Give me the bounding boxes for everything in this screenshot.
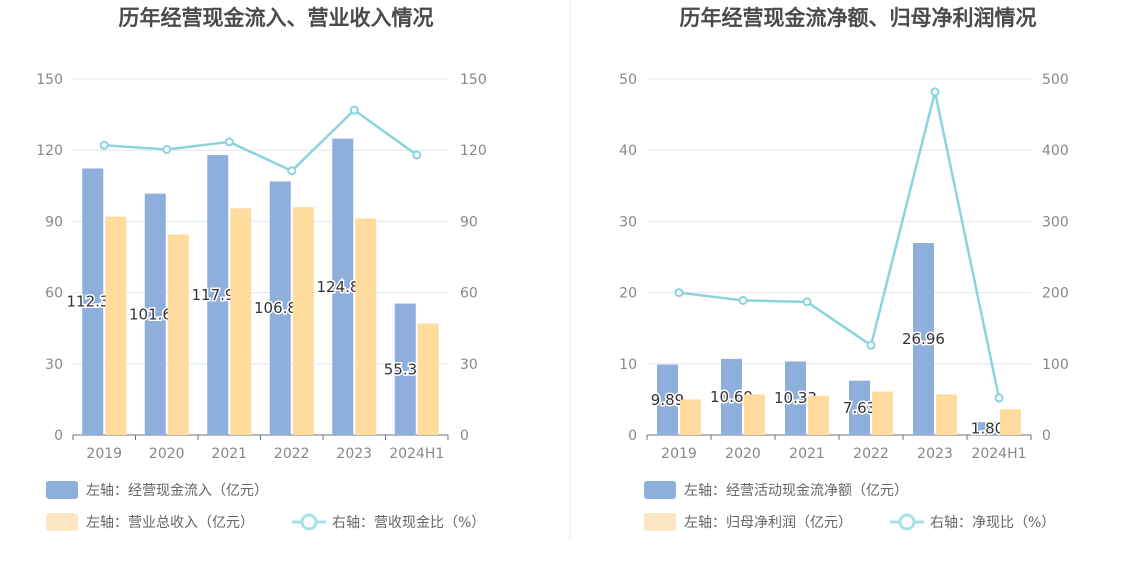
left-axis-tick-label: 30: [619, 214, 637, 230]
x-axis-label: 2023: [336, 446, 372, 462]
bar-primary: [332, 138, 354, 436]
bar-secondary: [230, 208, 252, 435]
x-axis-label: 2019: [661, 446, 697, 462]
bar-primary: [207, 155, 229, 436]
legend-label: 左轴：归母净利润（亿元）: [684, 514, 852, 531]
line-point: [162, 144, 172, 154]
line-point: [866, 340, 876, 350]
chart-title: 历年经营现金流入、营业收入情况: [119, 6, 434, 30]
line-point: [99, 140, 109, 150]
line-point: [224, 137, 234, 147]
bar-primary: [394, 303, 416, 435]
bar-secondary: [936, 394, 957, 435]
left-axis-tick-label: 20: [619, 286, 637, 302]
left-axis-tick-label: 90: [45, 214, 63, 230]
bar-secondary: [808, 395, 829, 435]
legend-swatch: [644, 481, 676, 499]
line-point: [994, 393, 1004, 403]
x-axis-label: 2022: [853, 446, 889, 462]
x-axis-label: 2021: [789, 446, 825, 462]
x-axis-label: 2020: [149, 446, 185, 462]
bar-data-label: 7.63: [843, 399, 876, 417]
x-axis-label: 2020: [725, 446, 761, 462]
right-axis-tick-label: 100: [1042, 357, 1069, 373]
bar-data-label: 10.33: [774, 389, 817, 407]
left-axis-tick-label: 0: [628, 428, 637, 444]
line-series: [104, 108, 418, 173]
left-axis-tick-label: 0: [54, 428, 63, 444]
line-point: [738, 295, 748, 305]
left-axis-tick-label: 50: [619, 72, 637, 88]
bar-primary: [82, 168, 104, 435]
bar-secondary: [355, 218, 377, 435]
legend-label: 左轴：经营现金流入（亿元）: [86, 483, 268, 499]
chart-1: 历年经营现金流入、营业收入情况 0 30 60 90 120 150 0 30 60 90 120 15…: [36, 6, 487, 531]
line-point: [930, 87, 940, 97]
right-axis-tick-label: 400: [1042, 143, 1069, 159]
right-axis-tick-label: 200: [1042, 286, 1069, 302]
left-axis-tick-label: 150: [36, 72, 63, 88]
line-point: [802, 297, 812, 307]
right-axis-tick-label: 30: [460, 357, 478, 373]
legend-label: 右轴：净现比（%）: [930, 515, 1055, 531]
x-axis-label: 2023: [917, 446, 953, 462]
left-axis-tick-label: 60: [45, 286, 63, 302]
x-axis-label: 2024H1: [971, 446, 1026, 462]
bar-primary: [785, 361, 806, 435]
bar-data-label: 10.69: [710, 388, 753, 406]
right-axis-tick-label: 500: [1042, 72, 1069, 88]
bar-secondary: [167, 234, 189, 435]
right-axis-tick-label: 90: [460, 214, 478, 230]
bar-primary: [849, 380, 870, 435]
legend-line-marker: [898, 513, 916, 531]
left-axis-tick-label: 120: [36, 143, 63, 159]
bar-primary: [269, 181, 291, 435]
bar-primary: [913, 243, 934, 435]
right-axis-tick-label: 150: [460, 72, 487, 88]
bar-primary: [657, 364, 678, 435]
left-axis-tick-label: 30: [45, 357, 63, 373]
bar-data-label: 55.38: [384, 360, 427, 378]
bar-data-label: 1.80: [971, 420, 1004, 438]
bar-secondary: [417, 323, 439, 435]
bar-primary: [977, 422, 998, 435]
legend-swatch: [644, 513, 676, 531]
bar-primary: [144, 193, 166, 435]
line-point: [349, 105, 359, 115]
x-axis-label: 2021: [211, 446, 247, 462]
bar-secondary: [105, 216, 127, 435]
x-axis-label: 2022: [274, 446, 310, 462]
bar-data-label: 26.96: [902, 330, 945, 348]
right-axis-tick-label: 120: [460, 143, 487, 159]
line-point: [674, 288, 684, 298]
legend-label: 左轴：经营活动现金流净额（亿元）: [684, 483, 908, 499]
left-axis-tick-label: 40: [619, 143, 637, 159]
legend-swatch: [46, 513, 78, 531]
line-series: [678, 91, 1001, 399]
right-axis-tick-label: 300: [1042, 214, 1069, 230]
legend-swatch: [46, 481, 78, 499]
bar-data-label: 9.89: [651, 391, 684, 409]
line-point: [412, 150, 422, 160]
right-axis-tick-label: 0: [460, 428, 469, 444]
chart-title: 历年经营现金流净额、归母净利润情况: [680, 6, 1037, 30]
left-axis-tick-label: 10: [619, 357, 637, 373]
bar-secondary: [680, 399, 701, 435]
bar-secondary: [744, 394, 765, 435]
chart-2: 历年经营现金流净额、归母净利润情况01020304050010020030040…: [619, 6, 1069, 531]
bar-secondary: [292, 207, 314, 435]
legend-line-marker: [300, 513, 318, 531]
x-axis-label: 2024H1: [389, 446, 444, 462]
bar-primary: [721, 358, 742, 435]
bar-secondary: [872, 391, 893, 435]
line-point: [287, 166, 297, 176]
x-axis-label: 2019: [86, 446, 122, 462]
bar-secondary: [1000, 409, 1021, 435]
legend-label: 右轴：营收现金比（%）: [332, 515, 485, 531]
legend-label: 左轴：营业总收入（亿元）: [86, 515, 254, 531]
right-axis-tick-label: 0: [1042, 428, 1051, 444]
right-axis-tick-label: 60: [460, 286, 478, 302]
